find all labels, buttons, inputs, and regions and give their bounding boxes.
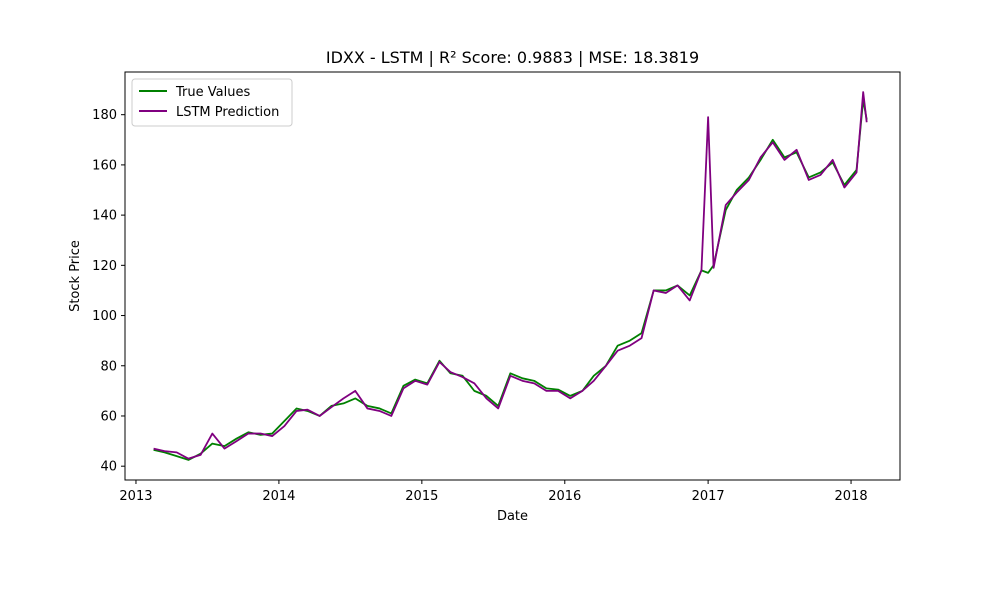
plot-area <box>153 91 868 461</box>
y-tick-label: 160 <box>92 158 117 173</box>
plot-frame <box>124 71 901 481</box>
legend-box <box>131 78 293 127</box>
y-tick-label: 120 <box>92 259 117 274</box>
x-tick-label: 2015 <box>405 489 438 504</box>
x-tick-label: 2013 <box>119 489 152 504</box>
chart-title: IDXX - LSTM | R² Score: 0.9883 | MSE: 18… <box>326 48 699 67</box>
y-tick-label: 100 <box>92 309 117 324</box>
x-axis-title: Date <box>497 509 528 524</box>
y-tick-label: 180 <box>92 108 117 123</box>
x-tick-label: 2014 <box>262 489 295 504</box>
y-tick-label: 40 <box>100 460 117 475</box>
legend: True Values LSTM Prediction <box>131 78 293 127</box>
y-tick-label: 140 <box>92 209 117 224</box>
y-tick-label: 60 <box>100 409 117 424</box>
y-tick-label: 80 <box>100 359 117 374</box>
legend-label-true-values: True Values <box>175 85 250 100</box>
legend-label-lstm-prediction: LSTM Prediction <box>176 105 279 120</box>
x-tick-label: 2018 <box>835 489 868 504</box>
x-tick-label: 2017 <box>692 489 725 504</box>
y-axis-title: Stock Price <box>68 240 83 312</box>
series-line-lstm-prediction <box>153 91 868 460</box>
y-axis: 40 60 80 100 120 140 160 180 <box>92 108 125 475</box>
x-axis: 2013 2014 2015 2016 2017 2018 <box>119 480 868 504</box>
x-tick-label: 2016 <box>548 489 581 504</box>
